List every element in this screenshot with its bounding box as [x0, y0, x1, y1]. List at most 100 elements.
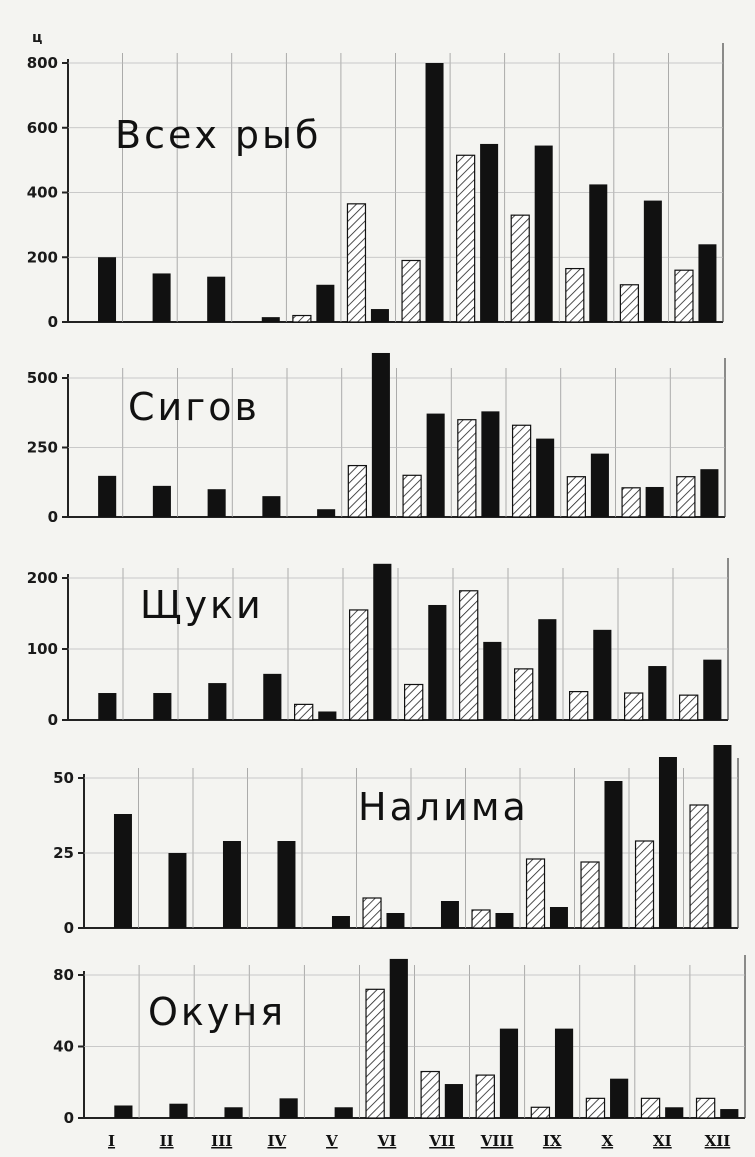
month-label: I [108, 1132, 115, 1150]
bar-hatched [349, 609, 369, 721]
bar-solid [262, 496, 281, 517]
y-unit-label: ц [32, 30, 42, 46]
bar-solid [645, 486, 664, 517]
y-tick-label: 0 [48, 711, 58, 729]
bar-hatched [525, 858, 546, 929]
bar-solid [261, 317, 280, 322]
bar-hatched [347, 464, 367, 518]
month-label: V [325, 1132, 338, 1150]
bar-hatched [623, 692, 644, 721]
bar-solid [610, 1078, 629, 1118]
bar-solid [152, 273, 171, 322]
bar-hatched [402, 474, 422, 518]
bar-hatched [634, 840, 655, 929]
bar-solid [440, 901, 459, 928]
bar-hatched [580, 861, 600, 929]
bar-hatched [510, 214, 530, 323]
bar-hatched [457, 419, 477, 518]
y-tick-label: 600 [27, 119, 58, 137]
y-tick-label: 25 [53, 844, 74, 862]
bar-solid [370, 309, 389, 322]
bar-solid [658, 757, 677, 928]
bar-hatched [346, 203, 367, 323]
panel-title: Всех рыб [115, 113, 321, 157]
panel-4: 0 25 50 Налима [53, 745, 739, 937]
bar-solid [604, 781, 623, 928]
bar-solid [590, 453, 609, 517]
y-tick-label: 400 [27, 184, 58, 202]
y-tick-label: 50 [53, 769, 74, 787]
bar-solid [549, 907, 568, 928]
bar-solid [152, 485, 171, 517]
panel-title: Налима [358, 785, 529, 829]
y-tick-label: 0 [64, 919, 74, 937]
y-tick-label: 0 [48, 313, 58, 331]
month-label: VI [377, 1132, 397, 1150]
bar-solid [318, 711, 337, 720]
bar-solid [480, 143, 499, 322]
bar-solid [536, 438, 555, 517]
month-label: XI [653, 1132, 672, 1150]
month-label: III [211, 1132, 232, 1150]
bar-hatched [568, 690, 589, 721]
bar-hatched [621, 487, 641, 518]
bar-hatched [362, 897, 382, 929]
bar-solid [277, 841, 296, 928]
bar-hatched [456, 154, 476, 323]
month-label: XII [705, 1132, 731, 1150]
bar-solid [224, 1107, 243, 1118]
month-label: X [601, 1132, 613, 1150]
y-tick-label: 250 [27, 439, 58, 457]
bar-solid [425, 63, 444, 322]
month-label: VIII [480, 1132, 514, 1150]
month-label: II [160, 1132, 174, 1150]
bar-hatched [565, 267, 585, 323]
month-axis-labels: I II III IV V VI VII VIII IX X XI XII [108, 1132, 730, 1150]
panel-3: 0 100 200 Щуки [27, 558, 729, 729]
bar-solid [263, 673, 282, 720]
bar-solid [483, 641, 502, 720]
bar-solid [207, 489, 226, 517]
bar-hatched [294, 703, 314, 721]
y-tick-label: 80 [53, 966, 74, 984]
bar-solid [703, 659, 722, 720]
bar-hatched [640, 1097, 661, 1119]
bar-hatched [459, 590, 479, 721]
bar-hatched [619, 284, 639, 323]
bar-solid [444, 1084, 463, 1118]
bar-solid [279, 1098, 298, 1118]
bar-hatched [420, 1070, 440, 1119]
bar-solid [207, 276, 226, 322]
bar-solid [113, 814, 132, 928]
y-tick-label: 800 [27, 54, 58, 72]
bar-solid [169, 1103, 188, 1118]
bar-solid [98, 693, 117, 720]
y-tick-label: 200 [27, 248, 58, 266]
y-tick-label: 40 [53, 1038, 74, 1056]
bar-solid [698, 244, 717, 322]
bar-solid [428, 604, 447, 720]
bar-solid [386, 913, 405, 928]
bar-hatched [475, 1074, 495, 1119]
bar-hatched [292, 314, 312, 323]
bar-solid [495, 913, 514, 928]
bar-solid [168, 853, 187, 928]
bar-solid [316, 284, 335, 322]
bar-solid [554, 1028, 574, 1118]
bar-hatched [585, 1097, 606, 1119]
bar-solid [317, 509, 336, 517]
bar-solid [426, 413, 445, 517]
bar-solid [334, 1107, 353, 1118]
bar-solid [389, 958, 408, 1118]
bar-solid [371, 352, 390, 517]
month-label: VII [428, 1132, 455, 1150]
bar-solid [538, 619, 557, 720]
panel-2: 0 250 500 Сигов [27, 352, 726, 526]
bar-solid [720, 1109, 739, 1118]
bar-solid [499, 1028, 519, 1118]
bar-hatched [695, 1097, 716, 1119]
bar-solid [713, 745, 732, 928]
bar-solid [114, 1105, 133, 1118]
